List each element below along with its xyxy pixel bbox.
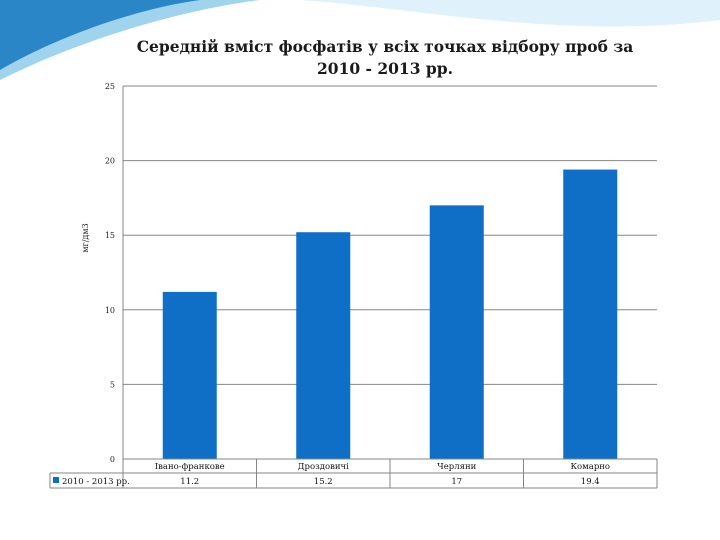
value-label: 11.2 <box>180 477 199 487</box>
bar <box>563 169 618 459</box>
y-tick-label: 10 <box>105 306 115 315</box>
data-table: Івано-франкове 11.2 Дроздовичі 15.2 Черляни 1… <box>49 458 658 489</box>
legend-series-label: 2010 - 2013 рр. <box>62 477 130 487</box>
legend-swatch <box>53 477 59 483</box>
y-tick-label: 5 <box>110 380 115 389</box>
bar <box>429 205 484 459</box>
y-axis-ticks: 0 5 10 15 20 25 <box>105 82 115 464</box>
chart-title: Середній вміст фосфатів у всіх точках ві… <box>136 37 634 78</box>
y-axis-label: мг/дм3 <box>81 223 90 252</box>
category-label: Комарно <box>570 462 610 472</box>
value-label: 17 <box>451 477 462 487</box>
value-label: 15.2 <box>314 477 333 487</box>
wave-decoration-dark <box>0 0 200 70</box>
value-label: 19.4 <box>581 477 600 487</box>
y-tick-label: 0 <box>110 455 115 464</box>
wave-decoration-right <box>470 0 720 19</box>
y-tick-label: 15 <box>105 231 115 240</box>
y-tick-label: 20 <box>105 157 115 166</box>
y-tick-label: 25 <box>105 82 115 91</box>
bars <box>162 169 618 459</box>
wave-decoration-pale <box>0 0 720 60</box>
bar <box>296 232 351 459</box>
category-label: Черляни <box>437 462 476 472</box>
bar <box>162 291 217 459</box>
category-label: Дроздовичі <box>298 462 350 472</box>
category-label: Івано-франкове <box>155 462 225 472</box>
